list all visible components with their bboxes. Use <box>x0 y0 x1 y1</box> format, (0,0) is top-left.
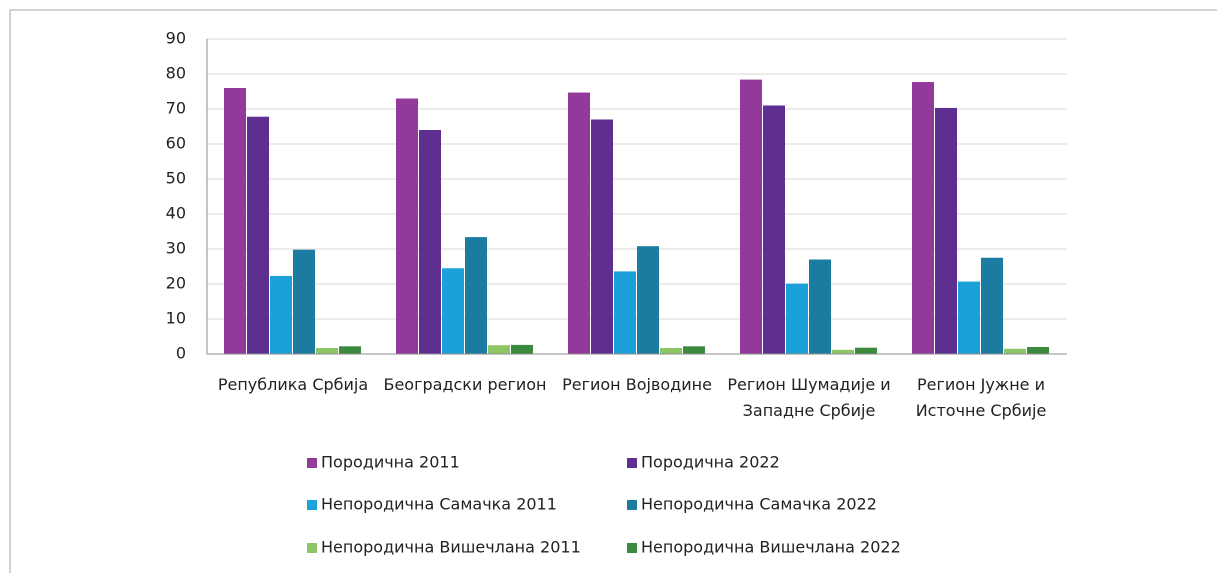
legend-swatch <box>307 458 317 468</box>
bar <box>442 268 464 354</box>
y-tick-label: 20 <box>166 274 186 293</box>
y-tick-label: 50 <box>166 169 186 188</box>
legend-label: Породична 2011 <box>321 453 460 472</box>
bar <box>981 257 1003 354</box>
legend-label: Непородична Вишечлана 2022 <box>641 538 901 557</box>
bar <box>488 345 510 354</box>
bar <box>293 249 315 354</box>
x-tick-label: Република Србија <box>217 375 369 394</box>
y-tick-label: 90 <box>166 29 186 48</box>
bar <box>660 348 682 354</box>
bar <box>1027 347 1049 354</box>
y-tick-label: 0 <box>176 344 186 363</box>
bar <box>763 105 785 354</box>
bar <box>935 107 957 354</box>
y-tick-label: 70 <box>166 99 186 118</box>
bar <box>614 271 636 354</box>
bar <box>511 344 533 354</box>
legend-swatch <box>307 500 317 510</box>
bar <box>809 259 831 354</box>
legend-label: Непородична Самачка 2011 <box>321 495 557 514</box>
bar <box>224 88 246 354</box>
legend-swatch <box>627 500 637 510</box>
bar <box>912 82 934 355</box>
bar <box>465 237 487 354</box>
x-tick-label: Регион Јужне и Источне Србије <box>915 375 1047 420</box>
bar <box>396 98 418 354</box>
legend-swatch <box>627 543 637 553</box>
x-tick-label: Београдски регион <box>383 375 547 394</box>
bar <box>568 92 590 355</box>
bar <box>958 281 980 354</box>
y-tick-label: 30 <box>166 239 186 258</box>
bar <box>591 119 613 354</box>
bar <box>1004 348 1026 354</box>
bar <box>786 283 808 354</box>
legend-label: Породична 2022 <box>641 453 780 472</box>
bar <box>855 347 877 354</box>
legend-swatch <box>307 543 317 553</box>
bar <box>270 275 292 354</box>
x-tick-label: Регион Шумадије и Западне Србије <box>727 375 891 420</box>
legend-label: Непородична Самачка 2022 <box>641 495 877 514</box>
y-tick-label: 80 <box>166 64 186 83</box>
x-tick-label: Регион Војводине <box>562 375 712 394</box>
bar <box>832 349 854 354</box>
bar <box>740 79 762 354</box>
bar <box>316 348 338 354</box>
y-tick-label: 10 <box>166 309 186 328</box>
bar <box>247 116 269 354</box>
legend-swatch <box>627 458 637 468</box>
legend-label: Непородична Вишечлана 2011 <box>321 538 581 557</box>
bar <box>683 346 705 354</box>
y-tick-label: 60 <box>166 134 186 153</box>
bar <box>419 130 441 354</box>
y-tick-label: 40 <box>166 204 186 223</box>
bar <box>637 246 659 354</box>
bar <box>339 346 361 354</box>
